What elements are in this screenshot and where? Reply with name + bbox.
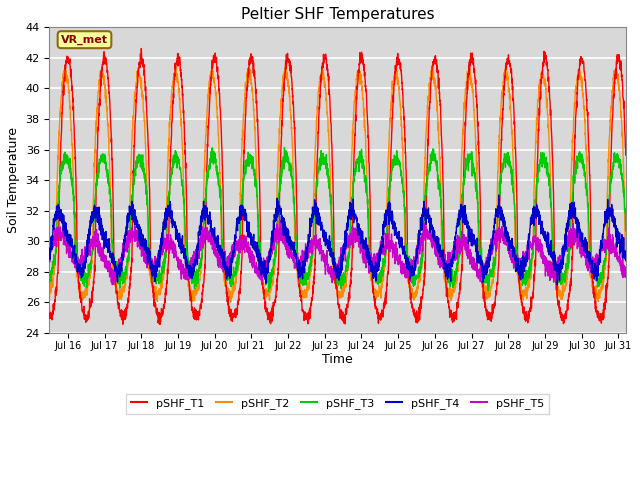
pSHF_T1 [549,159,557,165]
pSHF_T5 [146,264,154,269]
pSHF_T1 [111,276,119,281]
pSHF_T3 [280,144,288,150]
pSHF_T3 [111,263,119,269]
Line: pSHF_T1: pSHF_T1 [49,48,626,324]
pSHF_T1 [611,75,619,81]
pSHF_T2 [292,261,300,267]
pSHF_T2 [145,261,153,267]
pSHF_T3 [611,157,619,163]
pSHF_T5 [108,282,116,288]
pSHF_T3 [267,271,275,276]
Line: pSHF_T4: pSHF_T4 [49,195,626,285]
pSHF_T4 [548,253,556,259]
pSHF_T5 [611,251,619,257]
pSHF_T2 [227,299,234,305]
Text: VR_met: VR_met [61,35,108,45]
pSHF_T1 [156,322,164,327]
pSHF_T4 [622,258,630,264]
Legend: pSHF_T1, pSHF_T2, pSHF_T3, pSHF_T4, pSHF_T5: pSHF_T1, pSHF_T2, pSHF_T3, pSHF_T4, pSHF… [126,394,549,414]
X-axis label: Time: Time [322,353,353,367]
pSHF_T2 [622,257,630,263]
pSHF_T4 [145,252,153,257]
pSHF_T1 [146,185,154,191]
Title: Peltier SHF Temperatures: Peltier SHF Temperatures [241,7,435,22]
pSHF_T2 [611,72,619,78]
pSHF_T4 [611,220,619,226]
pSHF_T2 [429,62,437,68]
pSHF_T5 [111,266,119,272]
pSHF_T1 [267,316,275,322]
pSHF_T3 [45,279,53,285]
pSHF_T4 [267,246,275,252]
pSHF_T4 [495,192,502,198]
pSHF_T2 [267,283,275,288]
pSHF_T3 [549,234,557,240]
pSHF_T1 [138,46,145,51]
pSHF_T4 [554,282,561,288]
Line: pSHF_T2: pSHF_T2 [49,65,626,302]
pSHF_T3 [265,289,273,295]
pSHF_T2 [549,259,557,264]
pSHF_T5 [267,247,275,253]
pSHF_T1 [45,313,53,319]
pSHF_T2 [45,295,53,300]
pSHF_T4 [45,248,53,254]
pSHF_T3 [145,246,153,252]
pSHF_T1 [622,152,630,158]
pSHF_T1 [292,163,300,168]
Y-axis label: Soil Temperature: Soil Temperature [7,127,20,233]
pSHF_T2 [111,283,119,288]
pSHF_T4 [292,252,300,258]
pSHF_T4 [111,259,119,264]
pSHF_T5 [622,271,630,277]
pSHF_T5 [277,217,285,223]
pSHF_T3 [622,228,630,233]
pSHF_T5 [292,260,300,266]
pSHF_T5 [549,268,557,274]
Line: pSHF_T3: pSHF_T3 [49,147,626,292]
pSHF_T3 [292,233,300,239]
Line: pSHF_T5: pSHF_T5 [49,220,626,285]
pSHF_T5 [45,246,53,252]
